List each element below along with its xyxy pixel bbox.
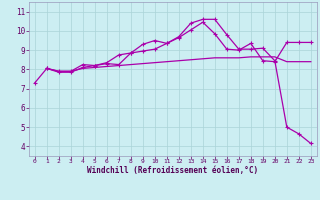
X-axis label: Windchill (Refroidissement éolien,°C): Windchill (Refroidissement éolien,°C) (87, 166, 258, 175)
